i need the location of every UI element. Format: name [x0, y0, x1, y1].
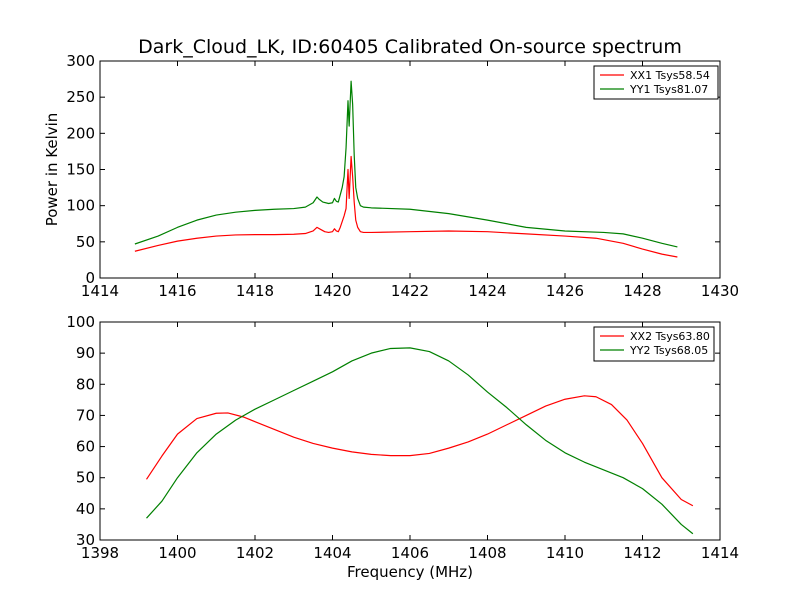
series-line-yy1	[134, 80, 678, 248]
y-tick-label: 200	[66, 124, 95, 142]
x-tick-label: 1426	[546, 282, 584, 300]
y-tick-label: 300	[66, 52, 95, 70]
x-tick-label: 1420	[313, 282, 351, 300]
y-tick-label: 50	[76, 233, 95, 251]
x-tick-label: 1402	[236, 544, 274, 562]
legend-yy2-label: YY2 Tsys68.05	[629, 344, 708, 357]
y-tick-label: 100	[66, 197, 95, 215]
y-axis-label: Power in Kelvin	[43, 113, 61, 227]
x-tick-label: 1414	[701, 544, 739, 562]
x-tick-label: 1398	[81, 544, 119, 562]
x-tick-label: 1404	[313, 544, 351, 562]
bottom-panel: 1398 1400 1402 1404 1406 1408 1410 1412 1414 30 40…	[66, 313, 739, 581]
x-tick-label: 1430	[701, 282, 739, 300]
y-tick-label: 250	[66, 88, 95, 106]
y-tick-label: 80	[76, 375, 95, 393]
x-tick-label: 1418	[236, 282, 274, 300]
y-tick-label: 90	[76, 344, 95, 362]
x-tick-label: 1406	[391, 544, 429, 562]
legend-xx1-label: XX1 Tsys58.54	[630, 69, 710, 82]
y-tick-label: 50	[76, 469, 95, 487]
y-tick-label: 150	[66, 161, 95, 179]
legend-xx2-label: XX2 Tsys63.80	[630, 330, 710, 343]
y-tick-label: 60	[76, 438, 95, 456]
x-tick-label: 1408	[468, 544, 506, 562]
x-tick-label: 1412	[623, 544, 661, 562]
y-tick-label: 0	[85, 269, 95, 287]
y-tick-label: 40	[76, 500, 95, 518]
series-line-xx1	[134, 155, 678, 258]
y-tick-label: 70	[76, 406, 95, 424]
x-tick-label: 1424	[468, 282, 506, 300]
series-line-xx2	[146, 395, 694, 507]
y-tick-label: 100	[66, 313, 95, 331]
legend-yy1-label: YY1 Tsys81.07	[629, 83, 708, 96]
x-axis-label: Frequency (MHz)	[347, 563, 473, 581]
x-tick-label: 1410	[546, 544, 584, 562]
series-line-yy2	[146, 347, 694, 535]
x-tick-label: 1414	[81, 282, 119, 300]
x-tick-label: 1400	[158, 544, 196, 562]
x-tick-label: 1416	[158, 282, 196, 300]
x-tick-label: 1428	[623, 282, 661, 300]
top-panel: 1414 1416 1418 1420 1422 1424 1426 1428 1430 0 50 1…	[43, 52, 739, 300]
chart-title: Dark_Cloud_LK, ID:60405 Calibrated On-so…	[138, 36, 682, 58]
y-tick-label: 30	[76, 531, 95, 549]
x-tick-label: 1422	[391, 282, 429, 300]
